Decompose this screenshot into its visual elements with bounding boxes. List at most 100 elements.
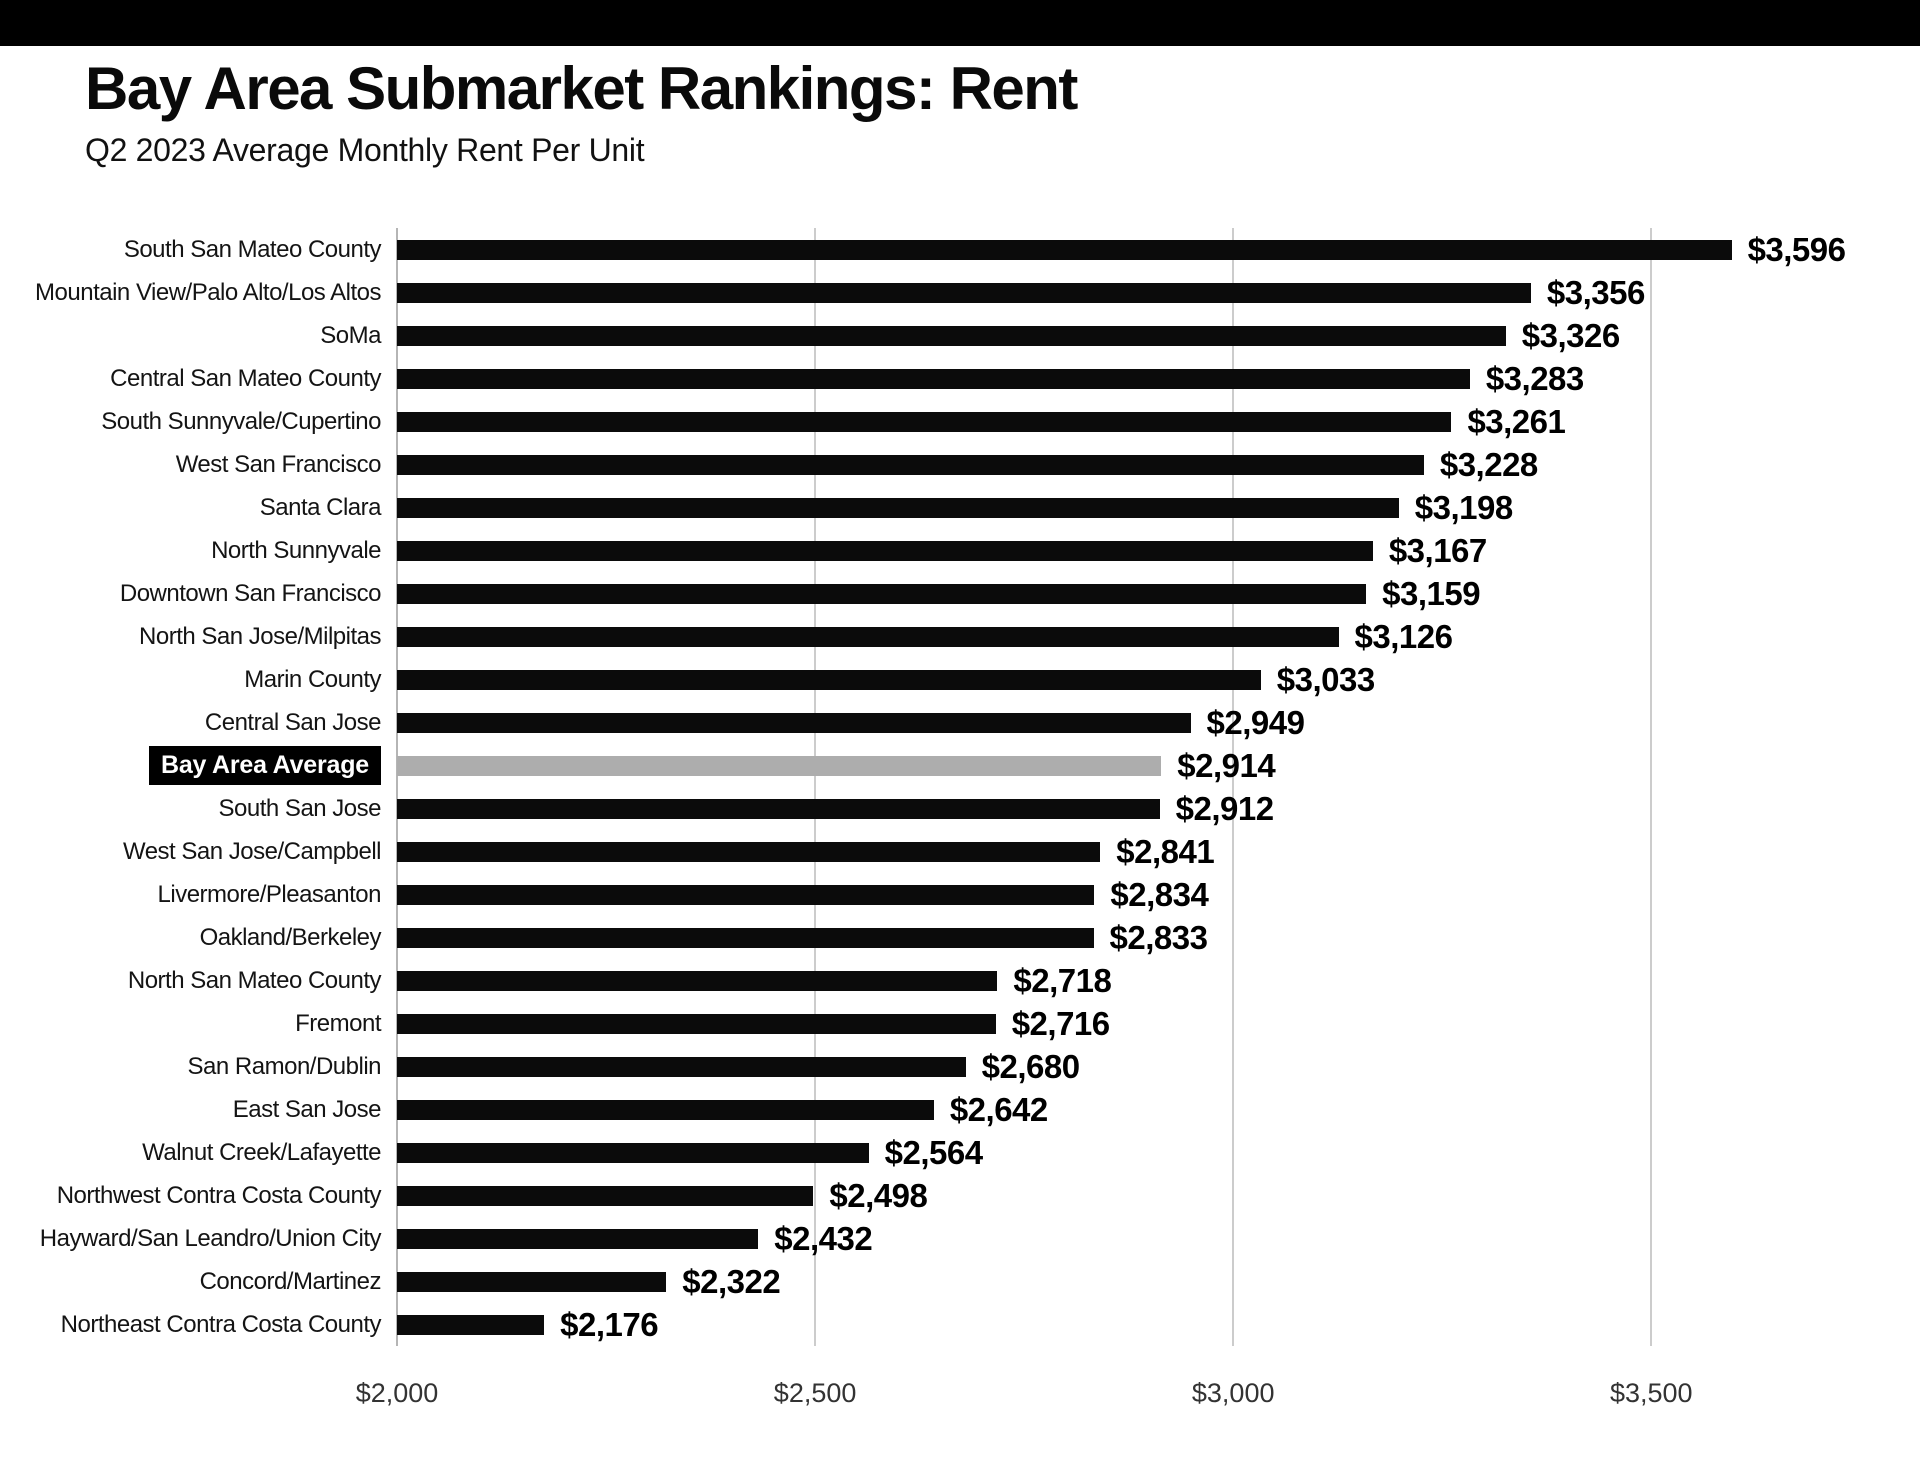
rent-bar — [397, 368, 1470, 389]
bar-row: Mountain View/Palo Alto/Los Altos $3,356 — [35, 271, 1857, 314]
x-tick-label: $3,500 — [1609, 1378, 1693, 1408]
bar-row: Downtown San Francisco $3,159 — [120, 572, 1857, 615]
value-label: $3,159 — [1382, 574, 1481, 612]
value-label: $2,718 — [1013, 961, 1112, 999]
value-label: $2,834 — [1110, 875, 1209, 913]
category-label: Marin County — [244, 665, 381, 693]
value-label: $3,198 — [1414, 488, 1513, 526]
rent-bar — [397, 841, 1101, 862]
category-label: Santa Clara — [259, 493, 382, 521]
category-label: Downtown San Francisco — [119, 579, 382, 607]
value-label: $2,680 — [981, 1047, 1080, 1085]
page-title: Bay Area Submarket Rankings: Rent — [85, 55, 1078, 122]
bar-row: Concord/Martinez $2,322 — [200, 1260, 1857, 1303]
x-tick-label: $2,500 — [773, 1378, 857, 1408]
value-label: $2,564 — [884, 1133, 983, 1171]
bar-row: Marin County $3,033 — [244, 658, 1857, 701]
rent-bar — [397, 927, 1094, 948]
category-label: Livermore/Pleasanton — [157, 880, 382, 908]
rent-bar — [397, 583, 1367, 604]
bar-row: Fremont $2,716 — [295, 1002, 1857, 1045]
value-label: $3,033 — [1276, 660, 1375, 698]
value-label: $2,432 — [774, 1219, 873, 1257]
rent-bar — [397, 712, 1191, 733]
y-axis-line — [396, 228, 398, 1346]
rent-bar — [397, 1185, 814, 1206]
bar-row: San Ramon/Dublin $2,680 — [188, 1045, 1857, 1088]
category-label: Northeast Contra Costa County — [60, 1310, 382, 1338]
value-label: $2,642 — [949, 1090, 1048, 1128]
bar-row: Oakland/Berkeley $2,833 — [200, 916, 1857, 959]
rent-bar — [397, 1056, 966, 1077]
rent-bar — [397, 1142, 869, 1163]
category-label: SoMa — [320, 321, 381, 349]
value-label: $2,912 — [1175, 789, 1274, 827]
category-label: East San Jose — [232, 1095, 382, 1123]
category-label: North San Mateo County — [127, 966, 382, 994]
rent-bar — [397, 669, 1261, 690]
value-label: $2,841 — [1116, 832, 1215, 870]
category-label: Walnut Creek/Lafayette — [142, 1138, 381, 1166]
value-label: $2,716 — [1011, 1004, 1110, 1042]
bar-row: SoMa $3,326 — [320, 314, 1857, 357]
chart-header: Bay Area Submarket Rankings: Rent Q2 202… — [85, 56, 1880, 169]
bar-row: Livermore/Pleasanton $2,834 — [158, 873, 1857, 916]
value-label: $2,914 — [1177, 746, 1276, 784]
value-label: $3,228 — [1439, 445, 1538, 483]
rent-bar — [397, 884, 1095, 905]
bar-row: North San Mateo County $2,718 — [128, 959, 1857, 1002]
category-label: Hayward/San Leandro/Union City — [39, 1224, 382, 1252]
bar-row: South San Mateo County $3,596 — [124, 228, 1857, 271]
rent-bar — [397, 282, 1531, 303]
rent-bar-chart: South San Mateo County $3,596 Mountain Vie… — [0, 228, 1920, 1438]
bar-row: Northeast Contra Costa County $2,176 — [61, 1303, 1857, 1346]
value-label: $3,326 — [1521, 316, 1620, 354]
rent-bar — [397, 1099, 934, 1120]
rent-bar — [397, 540, 1373, 561]
value-label: $2,949 — [1206, 703, 1305, 741]
x-tick-label: $2,000 — [355, 1378, 439, 1408]
value-label: $3,283 — [1485, 359, 1584, 397]
plot-area: South San Mateo County $3,596 Mountain Vie… — [35, 228, 1857, 1408]
bar-row: East San Jose $2,642 — [233, 1088, 1857, 1131]
category-label: Mountain View/Palo Alto/Los Altos — [35, 278, 381, 306]
gridlines — [396, 228, 1857, 1346]
value-label: $2,322 — [682, 1262, 781, 1300]
category-label: North San Jose/Milpitas — [139, 622, 381, 650]
category-label: Central San Mateo County — [110, 364, 381, 392]
rent-bar — [397, 1271, 667, 1292]
rent-bar — [397, 970, 998, 991]
top-banner — [0, 0, 1920, 46]
bar-row: Walnut Creek/Lafayette $2,564 — [142, 1131, 1857, 1174]
bar-row: North Sunnyvale $3,167 — [211, 529, 1857, 572]
gridline — [1232, 228, 1235, 1346]
category-label: Fremont — [295, 1009, 381, 1037]
bar-row: South Sunnyvale/Cupertino $3,261 — [101, 400, 1857, 443]
category-label: North Sunnyvale — [211, 536, 381, 564]
bar-row: South San Jose $2,912 — [219, 787, 1857, 830]
bar-row: Santa Clara $3,198 — [260, 486, 1857, 529]
value-label: $3,167 — [1388, 531, 1487, 569]
category-label: San Ramon/Dublin — [187, 1052, 382, 1080]
category-label: Central San Jose — [204, 708, 382, 736]
bar-row: Northwest Contra Costa County $2,498 — [57, 1174, 1857, 1217]
gridline — [814, 228, 817, 1346]
category-label: Northwest Contra Costa County — [56, 1181, 382, 1209]
rent-bar — [397, 798, 1160, 819]
x-tick-label: $3,000 — [1191, 1378, 1275, 1408]
value-label: $3,126 — [1354, 617, 1453, 655]
category-label: South Sunnyvale/Cupertino — [101, 407, 381, 435]
rent-bar — [397, 239, 1732, 260]
rent-bar — [397, 1228, 759, 1249]
value-label: $3,356 — [1546, 273, 1645, 311]
value-label: $2,833 — [1109, 918, 1208, 956]
value-label: $3,596 — [1747, 230, 1846, 268]
category-label: Concord/Martinez — [199, 1267, 382, 1295]
rent-bar — [397, 497, 1399, 518]
rent-bar — [397, 755, 1162, 776]
category-label: South San Mateo County — [123, 235, 382, 263]
rent-bar — [397, 454, 1424, 475]
bar-row: Central San Mateo County $3,283 — [110, 357, 1857, 400]
value-label: $3,261 — [1467, 402, 1566, 440]
bar-row: West San Francisco $3,228 — [176, 443, 1857, 486]
